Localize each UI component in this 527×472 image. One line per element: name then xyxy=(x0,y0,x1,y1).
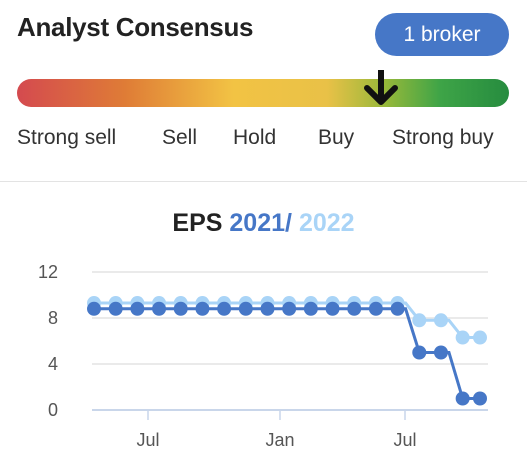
broker-count-button[interactable]: 1 broker xyxy=(375,13,509,56)
y-tick-label: 0 xyxy=(48,400,58,420)
data-point-2022 xyxy=(412,313,427,328)
data-point-2021 xyxy=(412,345,427,360)
eps-year-2021[interactable]: 2021 xyxy=(229,209,286,237)
data-point-2021 xyxy=(433,345,448,360)
x-tick-label: Jul xyxy=(393,430,416,450)
y-tick-label: 12 xyxy=(38,262,58,282)
data-point-2022 xyxy=(433,313,448,328)
data-point-2021 xyxy=(130,301,145,316)
eps-chart-title: EPS 2021/ 2022 xyxy=(0,209,527,238)
data-point-2021 xyxy=(217,301,232,316)
section-divider xyxy=(0,181,527,182)
consensus-scale-labels: Strong sell Sell Hold Buy Strong buy xyxy=(0,126,527,156)
data-point-2021 xyxy=(390,301,405,316)
scale-label-strong-buy: Strong buy xyxy=(392,126,494,149)
scale-label-strong-sell: Strong sell xyxy=(17,126,117,149)
data-point-2021 xyxy=(473,391,487,406)
data-point-2021 xyxy=(152,301,167,316)
x-tick-label: Jan xyxy=(265,430,294,450)
data-point-2021 xyxy=(260,301,275,316)
data-point-2021 xyxy=(303,301,318,316)
scale-label-hold: Hold xyxy=(233,126,277,149)
eps-year-2022[interactable]: 2022 xyxy=(298,209,355,237)
eps-title-prefix: EPS xyxy=(172,209,223,237)
data-point-2021 xyxy=(455,391,470,406)
data-point-2021 xyxy=(195,301,210,316)
data-point-2021 xyxy=(368,301,383,316)
data-point-2021 xyxy=(108,301,123,316)
data-point-2021 xyxy=(282,301,297,316)
y-tick-label: 8 xyxy=(48,308,58,328)
scale-label-sell: Sell xyxy=(162,126,198,149)
data-point-2021 xyxy=(173,301,188,316)
y-tick-label: 4 xyxy=(48,354,58,374)
x-tick-label: Jul xyxy=(136,430,159,450)
eps-title-separator: / xyxy=(285,209,292,237)
data-point-2022 xyxy=(455,330,470,345)
data-point-2021 xyxy=(87,301,101,316)
consensus-title: Analyst Consensus xyxy=(17,12,254,42)
consensus-gradient-bar xyxy=(17,79,509,107)
data-point-2022 xyxy=(473,330,487,345)
data-point-2021 xyxy=(238,301,253,316)
scale-label-buy: Buy xyxy=(318,126,355,149)
eps-line-chart: 0 4 8 12 Jul Jan Jul xyxy=(38,262,488,450)
data-point-2021 xyxy=(325,301,340,316)
arrow-down-icon xyxy=(364,70,399,105)
data-point-2021 xyxy=(347,301,362,316)
